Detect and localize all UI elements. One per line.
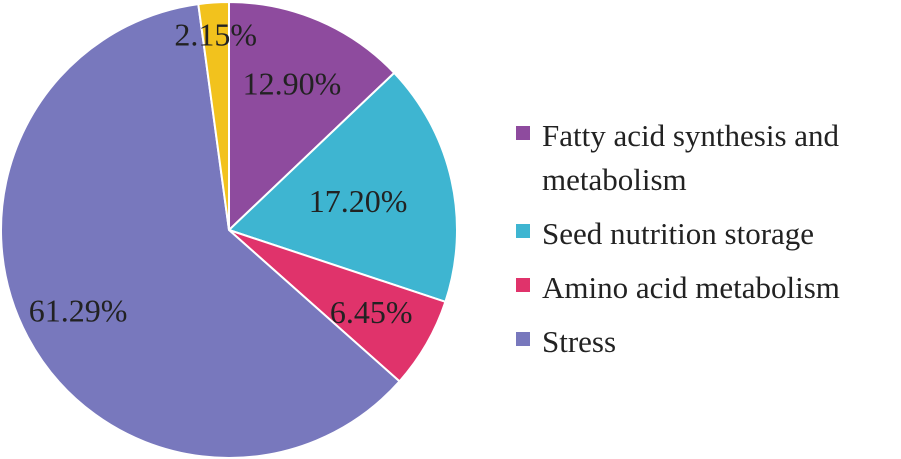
legend-label: Amino acid metabolism: [542, 270, 840, 305]
pie-slices: [0, 0, 458, 459]
slice-percent-label: 2.15%: [174, 16, 257, 52]
legend-label: Stress: [542, 324, 617, 359]
legend-swatch: [516, 126, 530, 140]
legend-item-amino-acid: Amino acid metabolism: [516, 266, 896, 310]
slice-percent-label: 12.90%: [243, 65, 342, 101]
pie-slice: [228, 0, 396, 233]
slice-percent-label: 17.20%: [309, 183, 408, 219]
legend-swatch: [516, 224, 530, 238]
legend-swatch: [516, 332, 530, 346]
pie-labels: 12.90% 17.20% 6.45% 61.29% 2.15%: [29, 16, 413, 330]
legend-label: Fatty acid synthesis and metabolism: [542, 118, 840, 197]
pie-slice: [0, 2, 401, 459]
legend-swatch: [516, 278, 530, 292]
pie-slice: [227, 71, 458, 304]
pie-slice: [197, 0, 230, 231]
legend-label: Seed nutrition storage: [542, 216, 815, 251]
legend: Fatty acid synthesis and metabolism Seed…: [516, 114, 896, 374]
legend-item-stress: Stress: [516, 320, 896, 364]
slice-percent-label: 61.29%: [29, 292, 128, 328]
slice-percent-label: 6.45%: [330, 294, 413, 330]
legend-item-seed-nutrition: Seed nutrition storage: [516, 212, 896, 256]
legend-item-fatty-acid: Fatty acid synthesis and metabolism: [516, 114, 896, 202]
